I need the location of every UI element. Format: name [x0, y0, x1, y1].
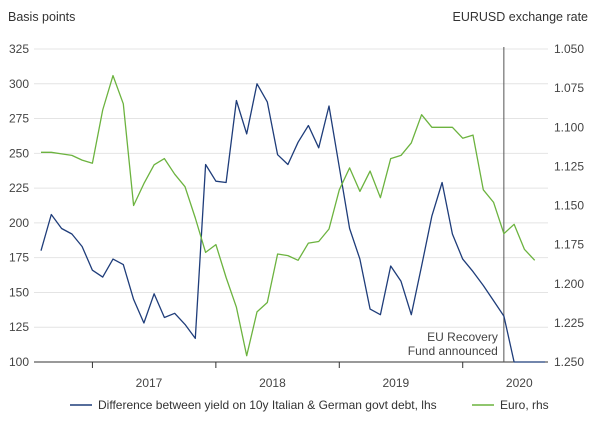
- left-tick-label: 275: [9, 112, 29, 126]
- legend-label-euro: Euro, rhs: [500, 398, 549, 412]
- legend-label-spread: Difference between yield on 10y Italian …: [98, 398, 437, 412]
- left-tick-label: 225: [9, 181, 29, 195]
- right-tick-label: 1.100: [554, 120, 584, 134]
- right-tick-label: 1.075: [554, 81, 584, 95]
- left-tick-label: 175: [9, 251, 29, 265]
- right-tick-label: 1.175: [554, 238, 584, 252]
- series-line-spread: [40, 83, 545, 363]
- right-tick-label: 1.200: [554, 277, 584, 291]
- series-line-euro: [41, 74, 536, 357]
- right-tick-label: 1.050: [554, 42, 584, 56]
- right-tick-label: 1.150: [554, 199, 584, 213]
- left-tick-label: 125: [9, 320, 29, 334]
- right-tick-label: 1.125: [554, 159, 584, 173]
- x-tick-label: 2019: [383, 376, 410, 390]
- left-tick-label: 250: [9, 146, 29, 160]
- x-axis-ticks: 2017 2018 2019 2020: [91, 362, 533, 390]
- right-tick-label: 1.225: [554, 316, 584, 330]
- x-tick-label: 2017: [136, 376, 163, 390]
- right-axis-ticks: 1.050 1.075 1.100 1.125 1.150 1.175 1.200 1.225…: [554, 42, 584, 369]
- right-axis-title: EURUSD exchange rate: [453, 10, 589, 24]
- left-axis-ticks: 325 300 275 250 225 200 175 150 125 100: [9, 42, 29, 369]
- legend: Difference between yield on 10y Italian …: [70, 398, 549, 412]
- left-axis-title: Basis points: [8, 10, 75, 24]
- right-tick-label: 1.250: [554, 355, 584, 369]
- gridlines: [34, 48, 548, 328]
- left-tick-label: 150: [9, 285, 29, 299]
- left-tick-label: 100: [9, 355, 29, 369]
- x-tick-label: 2020: [506, 376, 533, 390]
- left-tick-label: 325: [9, 42, 29, 56]
- x-tick-label: 2018: [259, 376, 286, 390]
- annotation-label-line2: Fund announced: [408, 344, 498, 358]
- annotation-label-line1: EU Recovery: [427, 330, 498, 344]
- left-tick-label: 200: [9, 216, 29, 230]
- left-tick-label: 300: [9, 77, 29, 91]
- series-layer: [40, 74, 545, 363]
